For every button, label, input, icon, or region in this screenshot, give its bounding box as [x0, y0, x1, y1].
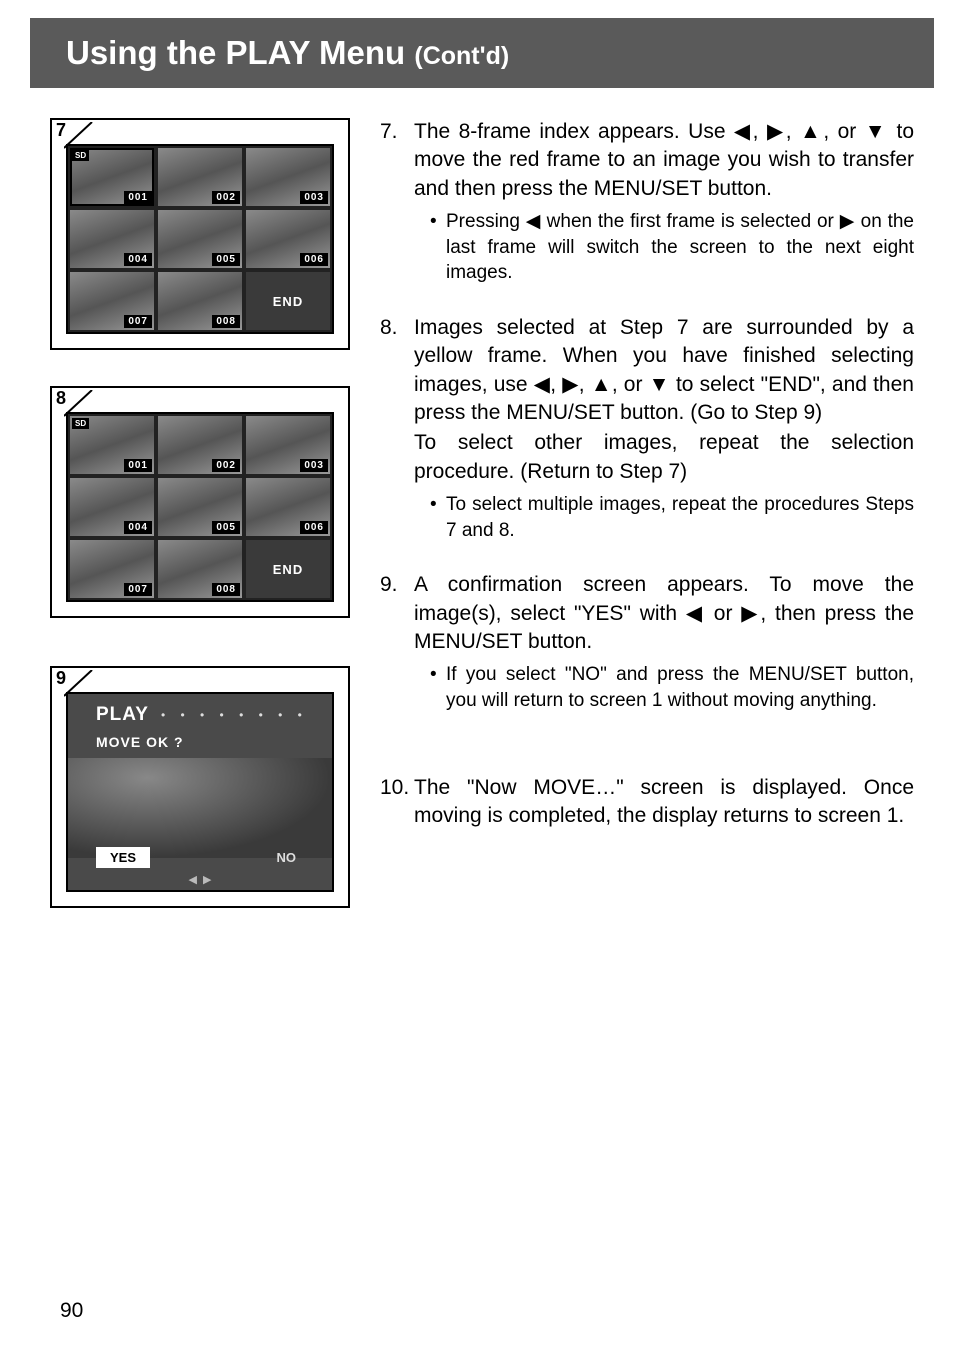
- step-9-num: 9.: [380, 571, 414, 713]
- thumb: 005: [158, 210, 242, 268]
- no-button[interactable]: NO: [269, 847, 305, 868]
- header-main: Using the PLAY Menu: [66, 34, 414, 71]
- header-sub: (Cont'd): [414, 42, 509, 70]
- step-7-text: The 8-frame index appears. Use ◀, ▶, ▲, …: [414, 120, 914, 200]
- left-arrow-icon: ◀: [189, 873, 197, 886]
- step-9: 9. A confirmation screen appears. To mov…: [380, 571, 914, 713]
- thumb: 007: [70, 540, 154, 598]
- thumb: 005: [158, 478, 242, 536]
- thumb: 003: [246, 148, 330, 206]
- step-9-text: A confirmation screen appears. To move t…: [414, 573, 914, 653]
- thumb-end: END: [246, 272, 330, 330]
- figure-8-grid: SD001 002 003 004 005 006 007 008 END: [66, 412, 334, 602]
- step-9-bullet: • If you select "NO" and press the MENU/…: [414, 662, 914, 713]
- arrow-hint: ◀ ▶: [189, 873, 212, 886]
- play-title: PLAY: [96, 704, 149, 726]
- thumb: 004: [70, 478, 154, 536]
- step-7-bullet: • Pressing ◀ when the first frame is sel…: [414, 209, 914, 286]
- step-8: 8. Images selected at Step 7 are surroun…: [380, 314, 914, 543]
- step-8-bullet: • To select multiple images, repeat the …: [414, 492, 914, 543]
- play-body: [68, 758, 332, 858]
- thumb: 002: [158, 416, 242, 474]
- yes-button[interactable]: YES: [96, 847, 150, 868]
- thumb: 008: [158, 540, 242, 598]
- play-confirm-screen: PLAY • • • • • • • • • • • • MOVE OK ? Y…: [66, 692, 334, 892]
- figure-7-number: 7: [50, 118, 84, 144]
- figure-7: 7 SD001 002 003 004 005 006 007 008 END: [50, 118, 350, 350]
- thumb: SD001: [70, 148, 154, 206]
- thumb: 004: [70, 210, 154, 268]
- step-10-text: The "Now MOVE…" screen is displayed. Onc…: [414, 774, 914, 831]
- thumb: 008: [158, 272, 242, 330]
- thumb: 003: [246, 416, 330, 474]
- figure-9-number: 9: [50, 666, 84, 692]
- step-8-num: 8.: [380, 314, 414, 543]
- step-8-text: Images selected at Step 7 are surrounded…: [414, 316, 914, 424]
- step-7: 7. The 8-frame index appears. Use ◀, ▶, …: [380, 118, 914, 286]
- thumb: SD001: [70, 416, 154, 474]
- thumb: 006: [246, 478, 330, 536]
- figure-8-number: 8: [50, 386, 84, 412]
- step-10: 10. The "Now MOVE…" screen is displayed.…: [380, 774, 914, 831]
- thumb-end: END: [246, 540, 330, 598]
- figure-9: 9 PLAY • • • • • • • • • • • • MOVE OK ?…: [50, 666, 350, 908]
- steps-column: 7. The 8-frame index appears. Use ◀, ▶, …: [380, 118, 914, 944]
- step-7-num: 7.: [380, 118, 414, 286]
- thumb: 006: [246, 210, 330, 268]
- page-number: 90: [60, 1299, 83, 1323]
- figure-7-grid: SD001 002 003 004 005 006 007 008 END: [66, 144, 334, 334]
- step-8-text2: To select other images, repeat the selec…: [414, 429, 914, 486]
- content-area: 7 SD001 002 003 004 005 006 007 008 END …: [0, 88, 954, 944]
- figures-column: 7 SD001 002 003 004 005 006 007 008 END …: [50, 118, 350, 944]
- thumb: 002: [158, 148, 242, 206]
- move-ok-label: MOVE OK ?: [68, 732, 332, 758]
- step-10-num: 10.: [380, 774, 414, 831]
- right-arrow-icon: ▶: [203, 873, 211, 886]
- title-dots: • • • • • • • • • • • •: [161, 708, 314, 722]
- thumb: 007: [70, 272, 154, 330]
- page-header: Using the PLAY Menu (Cont'd): [30, 18, 934, 88]
- figure-8: 8 SD001 002 003 004 005 006 007 008 END: [50, 386, 350, 618]
